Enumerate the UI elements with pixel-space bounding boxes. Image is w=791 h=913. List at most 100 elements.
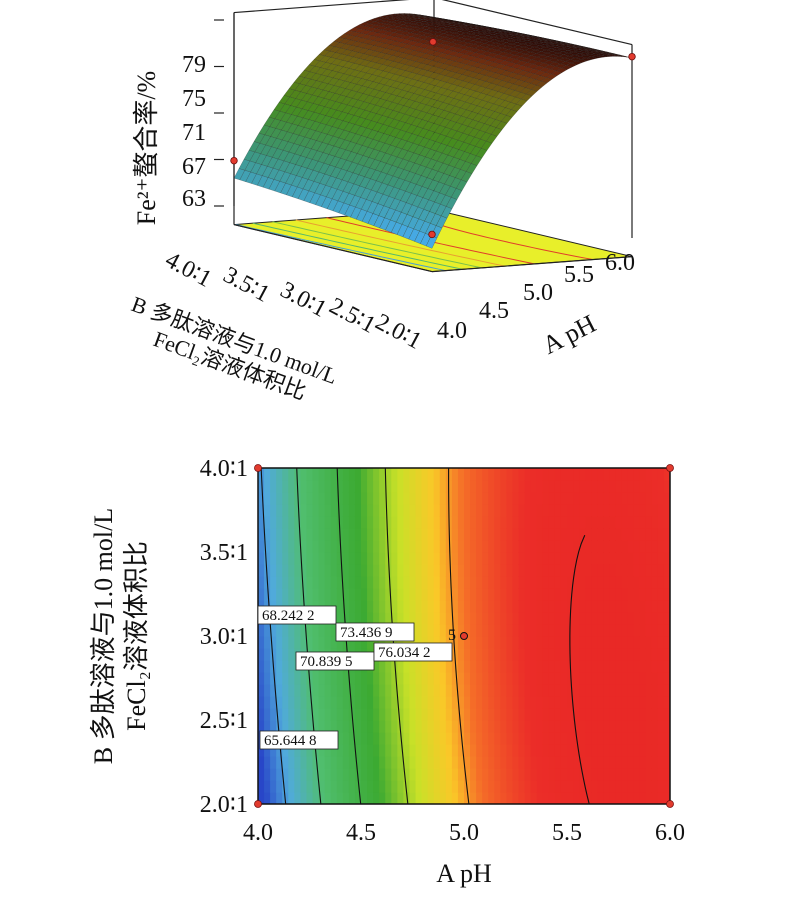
contour-fill-cell xyxy=(506,576,514,589)
contour-fill-cell xyxy=(306,552,314,565)
contour-fill-cell xyxy=(294,588,302,601)
contour-fill-cell xyxy=(591,600,598,613)
contour-fill-cell xyxy=(554,540,562,553)
contour-fill-cell xyxy=(433,756,441,769)
contour-fill-cell xyxy=(482,624,489,637)
x-tick-label: 6.0 xyxy=(605,250,635,276)
contour-fill-cell xyxy=(476,696,483,709)
contour-fill-cell xyxy=(506,528,514,541)
contour-fill-cell xyxy=(324,684,332,697)
contour-fill-cell xyxy=(609,744,617,757)
contour-fill-cell xyxy=(518,576,526,589)
contour-fill-cell xyxy=(421,660,429,673)
contour-fill-cell xyxy=(385,504,392,517)
contour-fill-cell xyxy=(373,552,380,565)
contour-fill-cell xyxy=(451,720,459,733)
contour-fill-cell xyxy=(615,672,623,685)
contour-fill-cell xyxy=(421,624,429,637)
contour-fill-cell xyxy=(312,684,320,697)
contour-fill-cell xyxy=(324,540,332,553)
contour-fill-cell xyxy=(348,792,356,804)
contour-fill-cell xyxy=(288,756,295,769)
contour-fill-cell xyxy=(494,612,501,625)
contour-fill-cell xyxy=(470,684,477,697)
contour-fill-cell xyxy=(506,792,514,804)
contour-fill-cell xyxy=(348,768,356,781)
contour-fill-cell xyxy=(403,756,411,769)
contour-fill-cell xyxy=(470,792,477,804)
contour-fill-cell xyxy=(530,468,538,481)
contour-fill-cell xyxy=(373,528,380,541)
contour-fill-cell xyxy=(433,768,441,781)
contour-fill-cell xyxy=(609,612,617,625)
contour-fill-cell xyxy=(421,768,429,781)
y-tick-label: 3.0∶1 xyxy=(276,277,331,323)
contour-fill-cell xyxy=(524,708,532,721)
contour-fill-cell xyxy=(433,504,441,517)
contour-fill-cell xyxy=(415,492,423,505)
contour-fill-cell xyxy=(306,528,314,541)
contour-fill-cell xyxy=(276,480,283,493)
contour-fill-cell xyxy=(391,564,398,577)
contour-fill-cell xyxy=(560,732,568,745)
contour-fill-cell xyxy=(439,672,447,685)
contour-fill-cell xyxy=(342,744,350,757)
contour-fill-cell xyxy=(373,588,380,601)
contour-fill-cell xyxy=(633,576,641,589)
contour-fill-cell xyxy=(342,756,350,769)
contour-fill-cell xyxy=(633,720,641,733)
z-axis-ticks: 63 67 71 75 79 xyxy=(182,52,206,212)
contour-fill-cell xyxy=(415,528,423,541)
contour-fill-cell xyxy=(415,576,423,589)
contour-fill-cell xyxy=(427,552,435,565)
contour-fill-cell xyxy=(361,588,368,601)
contour-fill-cell xyxy=(500,708,508,721)
contour-fill-cell xyxy=(282,756,289,769)
contour-fill-cell xyxy=(391,708,398,721)
contour-fill-cell xyxy=(457,684,465,697)
contour-fill-cell xyxy=(476,720,483,733)
contour-fill-cell xyxy=(451,552,459,565)
contour-fill-cell xyxy=(300,468,308,481)
contour-fill-cell xyxy=(639,672,647,685)
contour-fill-cell xyxy=(645,612,653,625)
contour-fill-cell xyxy=(348,672,356,685)
contour-fill-cell xyxy=(348,528,356,541)
contour-fill-cell xyxy=(573,768,580,781)
contour-fill-cell xyxy=(645,576,653,589)
contour-fill-cell xyxy=(651,552,659,565)
contour-fill-cell xyxy=(639,768,647,781)
contour-fill-cell xyxy=(403,696,411,709)
contour-fill-cell xyxy=(258,588,265,601)
contour-fill-cell xyxy=(615,684,623,697)
contour-fill-cell xyxy=(645,600,653,613)
contour-fill-cell xyxy=(409,768,417,781)
contour-fill-cell xyxy=(500,660,508,673)
contour-fill-cell xyxy=(573,684,580,697)
contour-fill-cell xyxy=(585,612,592,625)
contour-fill-cell xyxy=(397,696,405,709)
contour-fill-cell xyxy=(415,588,423,601)
contour-fill-cell xyxy=(639,468,647,481)
contour-fill-cell xyxy=(554,792,562,804)
contour-fill-cell xyxy=(494,768,501,781)
contour-fill-cell xyxy=(306,504,314,517)
contour-fill-cell xyxy=(500,684,508,697)
contour-fill-cell xyxy=(524,612,532,625)
contour-fill-cell xyxy=(573,600,580,613)
contour-fill-cell xyxy=(373,744,380,757)
contour-fill-cell xyxy=(415,756,423,769)
contour-fill-cell xyxy=(512,516,520,529)
contour-fill-cell xyxy=(633,552,641,565)
contour-fill-cell xyxy=(258,768,265,781)
contour-fill-cell xyxy=(270,468,277,481)
contour-fill-cell xyxy=(433,516,441,529)
contour-fill-cell xyxy=(621,504,629,517)
contour-fill-cell xyxy=(270,792,277,804)
contour-fill-cell xyxy=(554,756,562,769)
contour-fill-cell xyxy=(476,516,483,529)
contour-fill-cell xyxy=(530,792,538,804)
contour-fill-cell xyxy=(512,480,520,493)
contour-fill-cell xyxy=(457,516,465,529)
contour-fill-cell xyxy=(470,696,477,709)
